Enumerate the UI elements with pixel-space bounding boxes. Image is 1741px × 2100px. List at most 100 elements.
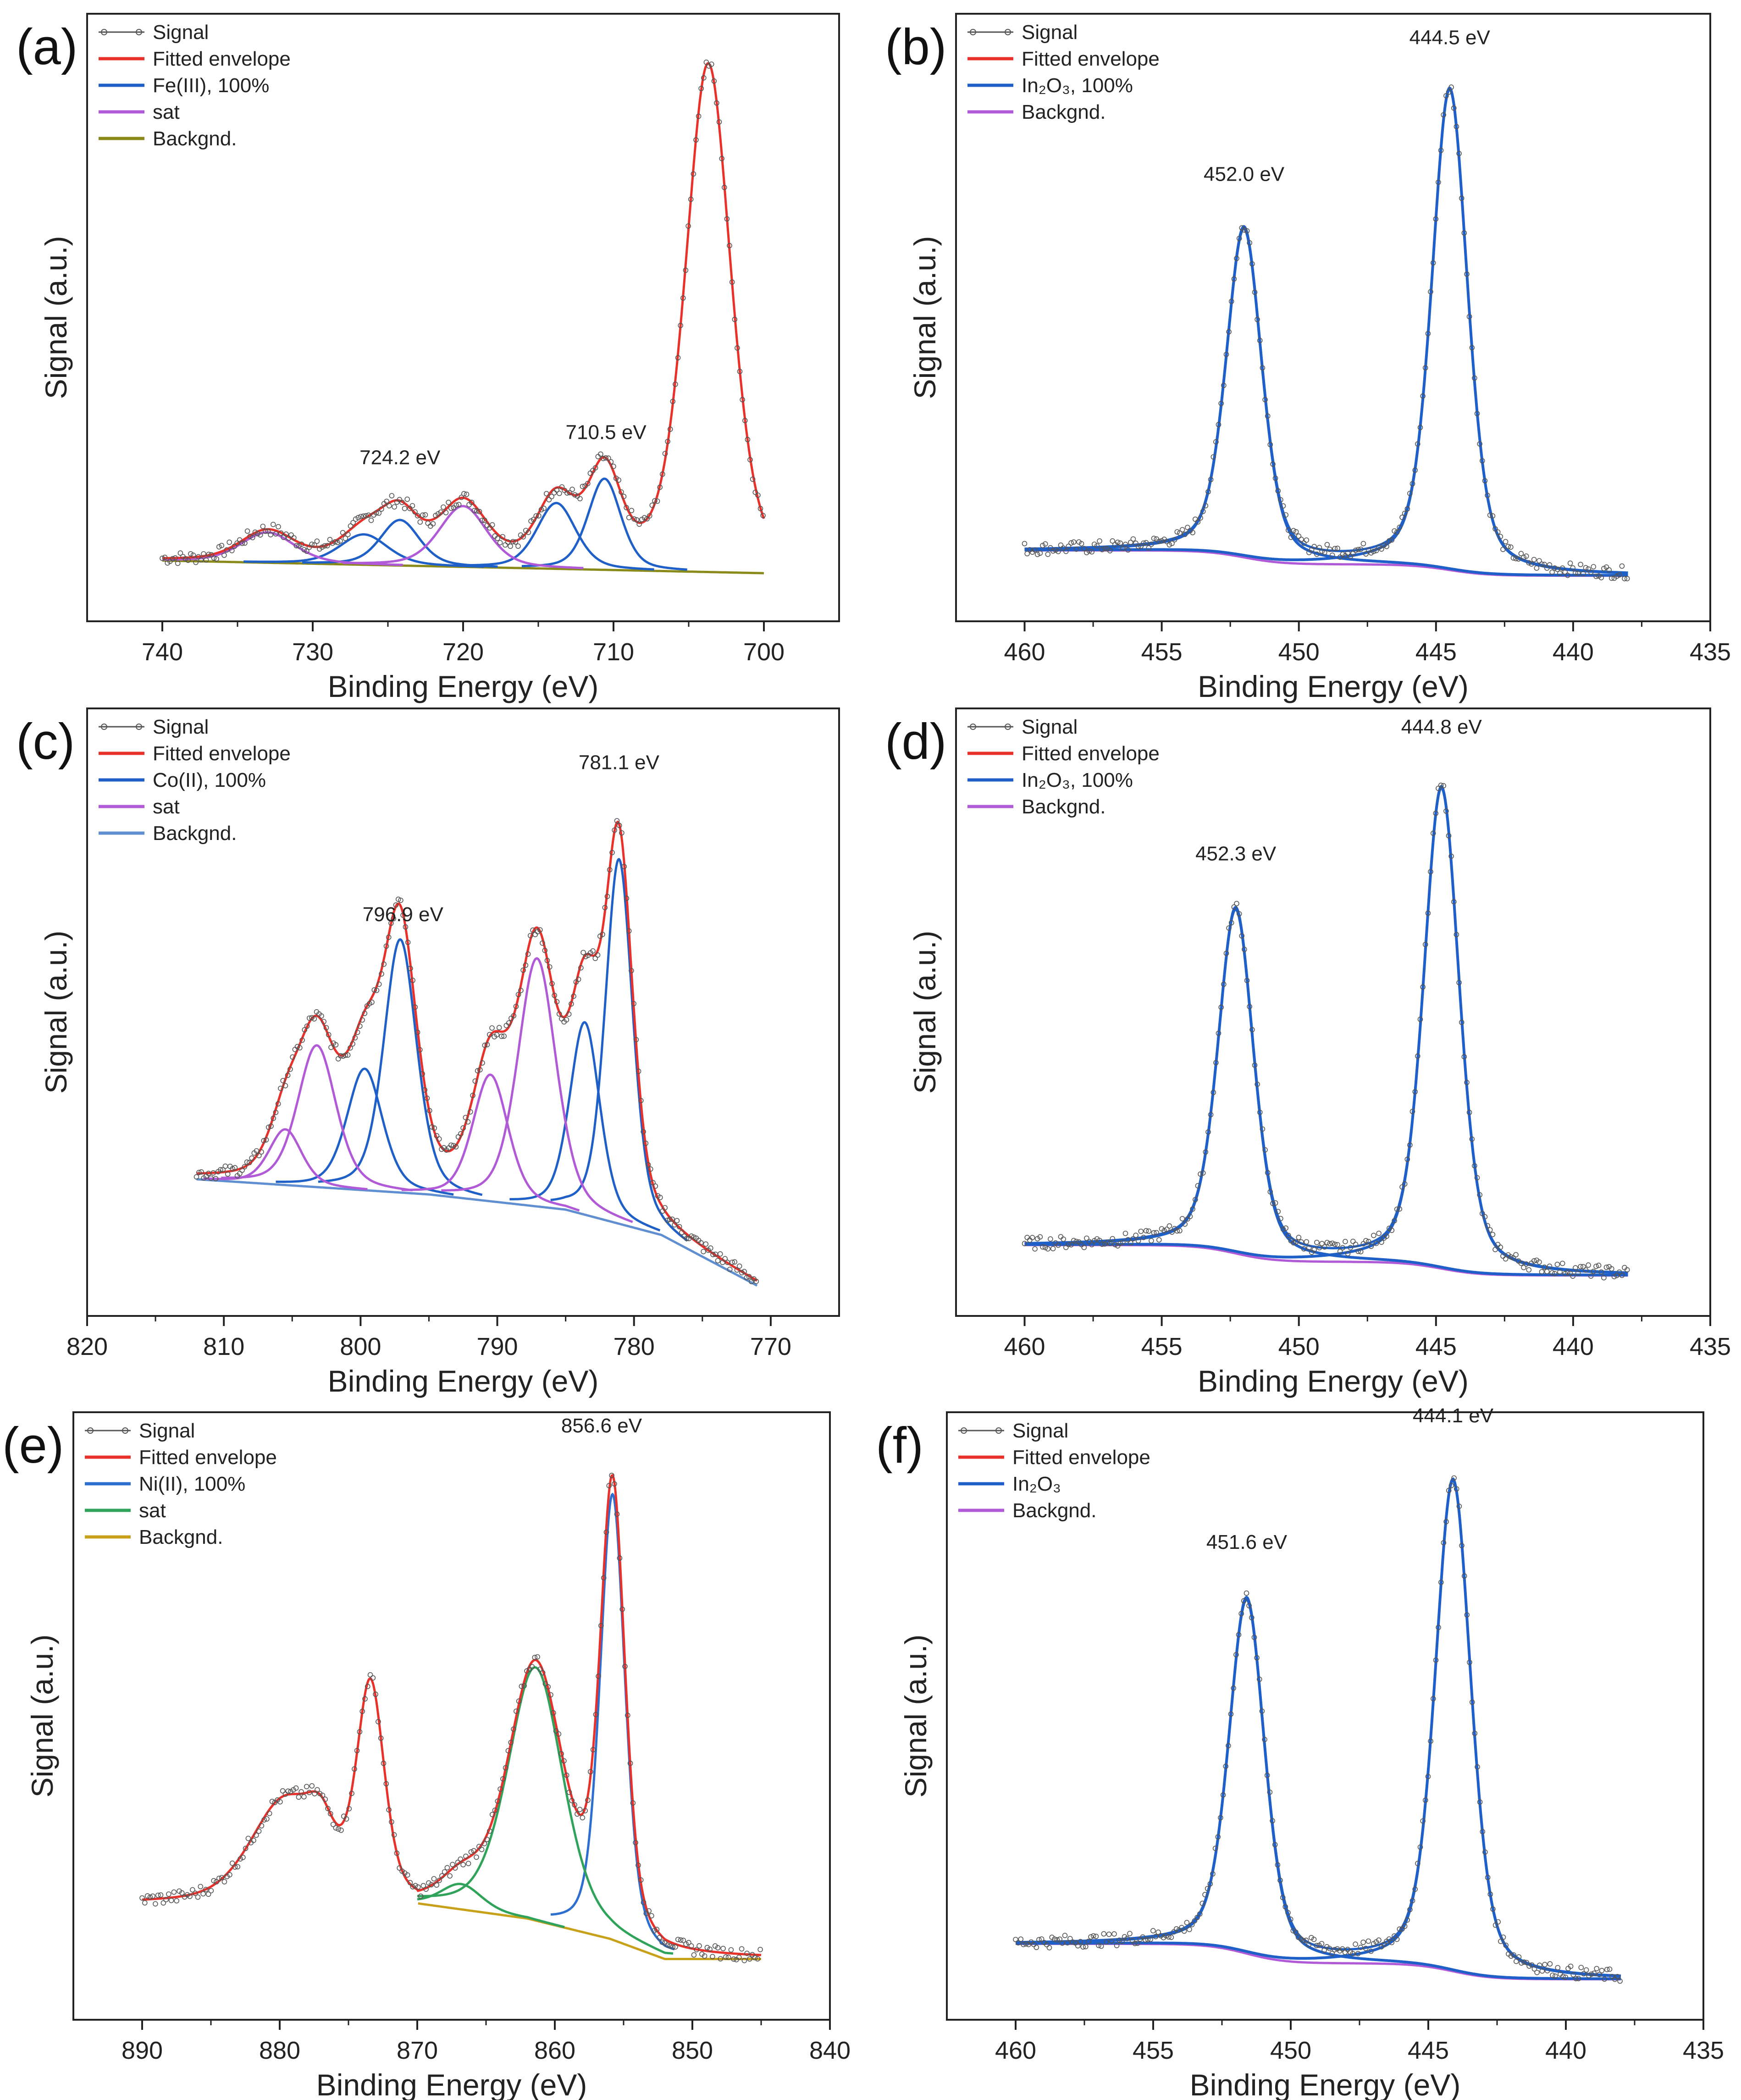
signal-point <box>1514 1958 1519 1964</box>
signal-point <box>1368 550 1374 556</box>
signal-point <box>516 1698 522 1704</box>
signal-point <box>609 850 615 856</box>
component-peak <box>1016 1597 1621 1980</box>
signal-point <box>600 455 606 461</box>
signal-point <box>168 1897 174 1903</box>
signal-point <box>1454 932 1459 938</box>
signal-point <box>484 1042 490 1048</box>
signal-point <box>1265 1170 1271 1176</box>
signal-point <box>239 541 245 546</box>
signal-point <box>330 1822 336 1827</box>
signal-point <box>1542 1264 1547 1270</box>
signal-point <box>442 1869 448 1875</box>
signal-point <box>1288 1916 1293 1922</box>
signal-point <box>1066 543 1072 549</box>
signal-point <box>674 1218 680 1223</box>
signal-point <box>1508 1953 1514 1959</box>
signal-point <box>323 1025 329 1031</box>
signal-point <box>298 1789 304 1795</box>
signal-point <box>1490 513 1496 519</box>
signal-point <box>1290 1928 1296 1934</box>
signal-point <box>220 1167 226 1172</box>
signal-point <box>1316 1245 1322 1250</box>
signal-point <box>225 1171 231 1177</box>
signal-point <box>696 1943 702 1949</box>
signal-point <box>1303 1937 1309 1943</box>
signal-point <box>1482 478 1488 484</box>
signal-point <box>664 1942 670 1948</box>
signal-point <box>1441 1540 1447 1546</box>
signal-point <box>1132 1940 1138 1946</box>
signal-point <box>1524 1960 1530 1966</box>
component-peak <box>1024 786 1628 1275</box>
signal-point <box>1120 1239 1126 1245</box>
peak-annotation: 444.5 eV <box>1409 26 1491 49</box>
signal-point <box>1448 84 1454 90</box>
legend-label: sat <box>153 101 180 123</box>
panel-label: (f) <box>876 1417 923 1474</box>
signal-point <box>1262 1737 1267 1742</box>
signal-point <box>1387 538 1392 544</box>
signal-point <box>616 477 621 483</box>
signal-point <box>242 540 248 546</box>
signal-point <box>1581 571 1586 576</box>
signal-point <box>1114 1943 1120 1949</box>
signal-point <box>519 1684 525 1689</box>
signal-point <box>529 1664 535 1669</box>
signal-point <box>142 1900 148 1906</box>
signal-point <box>386 503 392 508</box>
legend-marker <box>136 724 142 730</box>
legend-label: Signal <box>1022 716 1078 738</box>
signal-point <box>283 531 289 537</box>
signal-point <box>1040 1244 1045 1250</box>
signal-point <box>514 1708 519 1714</box>
signal-point <box>1174 529 1180 535</box>
signal-point <box>256 1153 262 1159</box>
signal-point <box>532 932 538 937</box>
satellite-peak <box>401 1073 580 1212</box>
signal-point <box>1265 413 1271 419</box>
signal-point <box>1185 525 1190 531</box>
signal-point <box>1456 980 1462 985</box>
signal-point <box>1581 1264 1586 1270</box>
signal-point <box>232 1864 238 1870</box>
signal-point <box>569 486 575 492</box>
signal-point <box>238 1856 243 1862</box>
fitted-envelope <box>196 820 758 1282</box>
signal-point <box>736 1263 742 1269</box>
signal-point <box>715 1258 721 1264</box>
signal-point <box>187 1894 193 1899</box>
signal-point <box>1309 547 1315 553</box>
signal-point <box>237 537 243 543</box>
signal-point <box>1609 1266 1614 1271</box>
signal-point <box>1291 1240 1296 1246</box>
signal-point <box>1138 1228 1144 1234</box>
signal-point <box>407 1880 413 1885</box>
signal-point <box>606 1483 612 1488</box>
signal-point <box>667 426 673 432</box>
signal-point <box>415 1884 421 1890</box>
signal-point <box>1526 1267 1532 1273</box>
signal-point <box>1164 1227 1170 1232</box>
signal-point <box>463 1853 469 1859</box>
signal-point <box>1529 1962 1535 1968</box>
signal-point <box>1122 1934 1128 1940</box>
signal-point <box>497 1786 503 1792</box>
signal-point <box>464 492 470 497</box>
signal-point <box>515 543 521 549</box>
signal-point <box>728 1947 734 1953</box>
signal-point <box>1267 1789 1273 1795</box>
signal-point <box>714 100 719 106</box>
signal-point <box>1039 1936 1045 1942</box>
signal-point <box>752 1955 758 1961</box>
signal-point <box>580 1815 586 1821</box>
signal-point <box>381 962 387 967</box>
signal-point <box>1181 1928 1187 1934</box>
signal-point <box>1448 1483 1454 1488</box>
signal-point <box>1531 1258 1537 1264</box>
signal-point <box>735 345 740 351</box>
signal-point <box>301 1794 307 1800</box>
signal-point <box>649 503 655 508</box>
signal-point <box>489 1812 495 1818</box>
signal-point <box>1195 519 1201 525</box>
